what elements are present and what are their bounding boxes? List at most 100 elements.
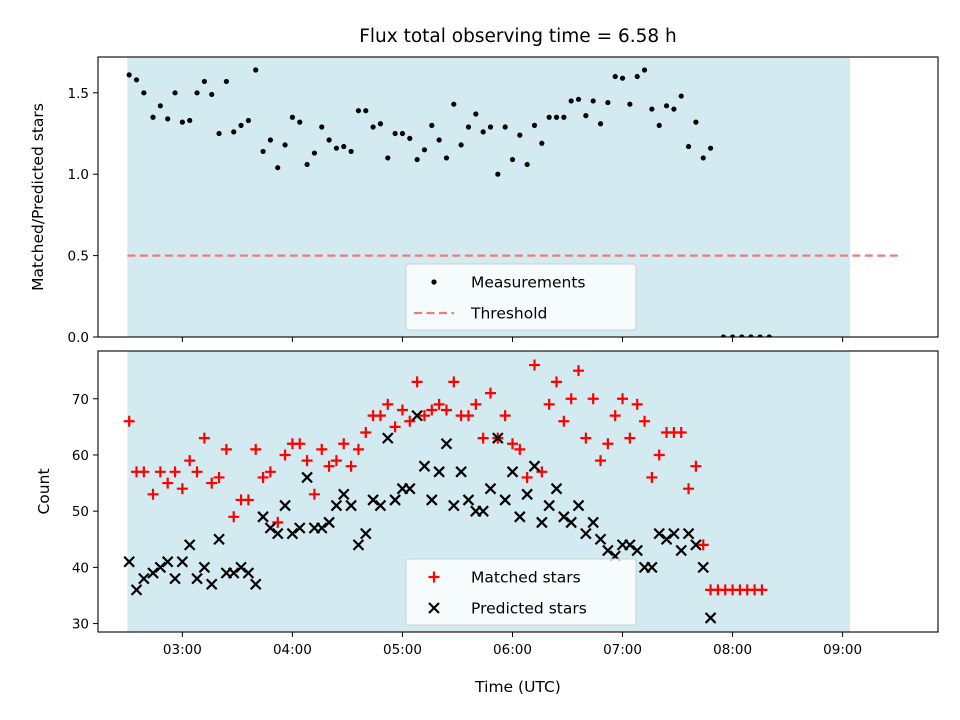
data-point	[605, 99, 611, 106]
data-point	[191, 572, 203, 585]
data-point	[546, 114, 552, 120]
data-point	[685, 143, 692, 150]
data-point	[382, 432, 394, 444]
series-predicted-stars	[123, 409, 717, 624]
data-point	[627, 101, 633, 107]
data-point	[624, 432, 636, 444]
data-point	[619, 75, 626, 81]
data-point	[448, 376, 460, 388]
data-point	[524, 161, 530, 168]
data-point	[319, 124, 325, 130]
axes-frame	[97, 350, 939, 633]
x-tick-label: 06:00	[493, 642, 532, 658]
data-point	[223, 78, 229, 85]
data-point	[641, 67, 648, 73]
x-tick-label: 04:00	[273, 642, 312, 658]
data-point	[169, 466, 181, 478]
x-tick-label: 03:00	[163, 642, 202, 658]
data-point	[462, 494, 475, 506]
data-point	[697, 539, 709, 551]
data-point	[624, 539, 636, 551]
data-point	[242, 567, 255, 579]
data-point	[282, 142, 288, 148]
data-point	[360, 426, 372, 438]
data-point	[216, 130, 222, 137]
data-point	[184, 455, 196, 467]
data-point	[458, 142, 464, 148]
data-point	[565, 516, 577, 529]
data-point	[575, 96, 582, 102]
data-point	[509, 156, 516, 163]
data-point	[612, 73, 618, 80]
data-point	[568, 98, 574, 104]
data-point	[249, 578, 262, 591]
data-point	[260, 148, 266, 155]
data-point	[766, 334, 772, 337]
data-point	[198, 561, 211, 574]
data-point	[543, 398, 555, 410]
data-point	[521, 471, 533, 483]
data-point	[154, 561, 167, 574]
data-point	[126, 72, 132, 78]
data-point	[275, 165, 281, 171]
data-point	[231, 129, 237, 135]
data-point	[700, 155, 706, 161]
data-point	[228, 511, 240, 523]
data-point	[289, 114, 296, 120]
data-point	[352, 443, 364, 455]
data-point	[264, 522, 277, 534]
data-point	[484, 387, 496, 399]
top-y-axis-label: Matched/Predicted stars	[29, 103, 47, 291]
data-point	[333, 145, 340, 151]
legend-label: Matched stars	[471, 569, 581, 587]
data-point	[279, 499, 291, 512]
data-point	[682, 527, 695, 540]
data-point	[697, 561, 710, 574]
y-tick-label: 40	[72, 560, 89, 576]
data-point	[492, 432, 504, 444]
data-point	[704, 612, 717, 624]
data-point	[470, 398, 482, 410]
data-point	[257, 471, 269, 483]
data-point	[553, 114, 560, 120]
data-point	[683, 483, 695, 495]
data-point	[587, 516, 599, 529]
data-point	[663, 103, 670, 109]
data-point	[206, 477, 218, 489]
data-point	[315, 522, 328, 534]
data-point	[382, 398, 394, 410]
data-point	[739, 334, 745, 337]
data-point	[267, 137, 274, 143]
data-point	[374, 410, 386, 422]
data-point	[345, 460, 357, 472]
bottom-y-axis-label: Count	[35, 468, 53, 514]
data-point	[514, 511, 526, 523]
data-point	[157, 103, 163, 109]
data-point	[558, 511, 570, 523]
data-point	[477, 505, 489, 517]
data-point	[355, 108, 362, 114]
series-measurements	[126, 67, 772, 337]
data-point	[245, 117, 251, 124]
data-point	[123, 555, 135, 568]
legend-label: Threshold	[470, 305, 547, 323]
data-point	[609, 410, 621, 422]
data-point	[250, 443, 262, 455]
data-point	[443, 155, 450, 161]
series-matched-stars	[123, 359, 768, 596]
data-point	[147, 567, 159, 579]
data-point	[352, 539, 365, 551]
data-point	[279, 449, 291, 461]
y-tick-label: 30	[72, 617, 89, 633]
data-point	[404, 415, 416, 427]
data-point	[176, 555, 189, 568]
data-point	[316, 443, 328, 455]
data-point	[583, 113, 589, 119]
data-point	[235, 561, 247, 574]
data-point	[187, 117, 193, 124]
data-point	[179, 119, 185, 125]
data-point	[123, 415, 135, 427]
data-point	[531, 122, 538, 128]
data-point	[426, 494, 438, 506]
data-point	[426, 404, 438, 416]
